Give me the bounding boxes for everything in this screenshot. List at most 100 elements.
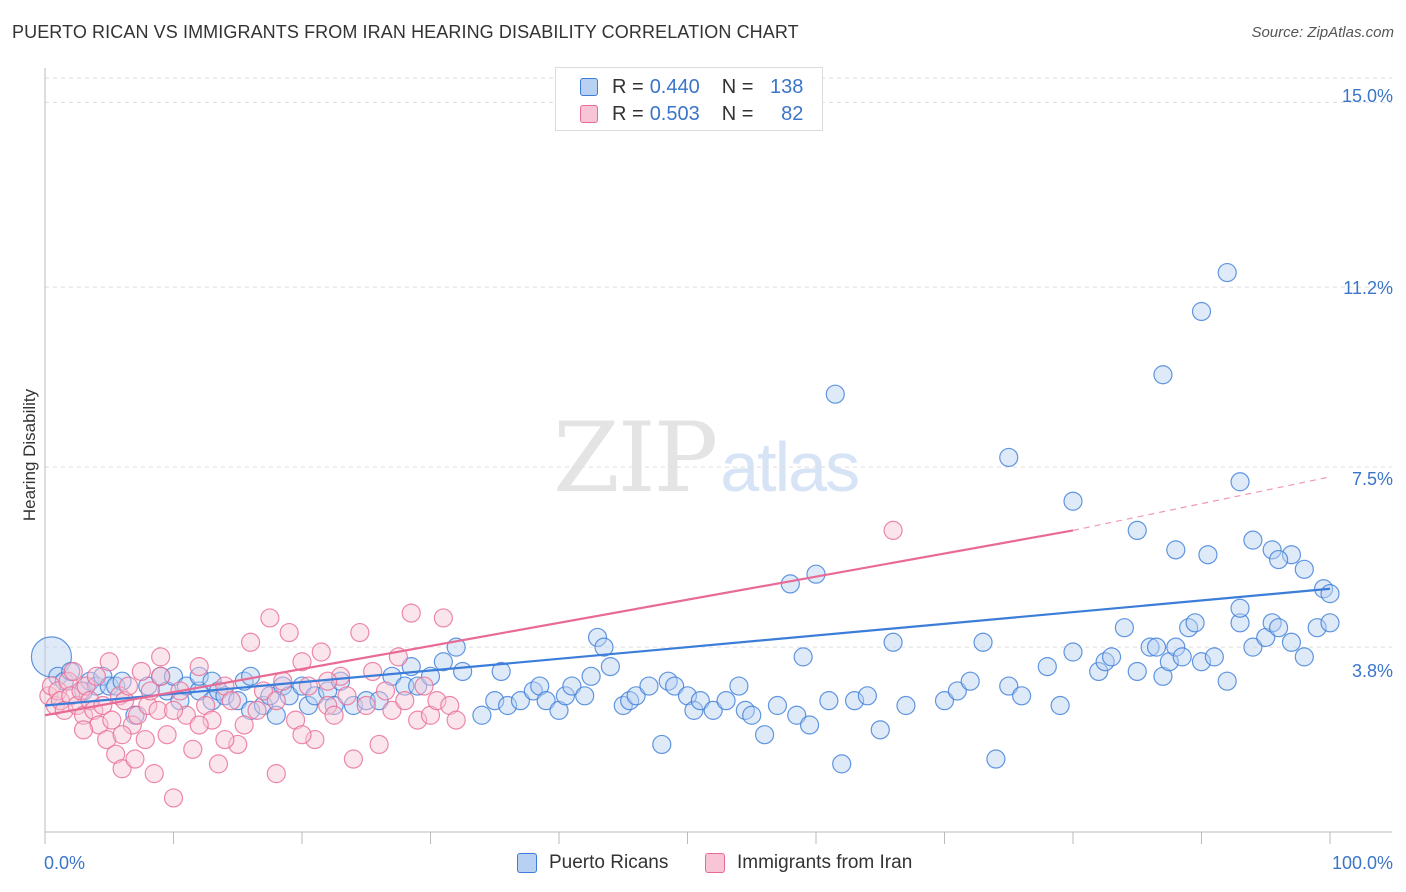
x-tick-label-min: 0.0% [44, 853, 86, 873]
data-point [498, 695, 518, 716]
data-point [318, 695, 338, 716]
data-point [690, 691, 710, 711]
data-point [102, 710, 122, 730]
data-point [221, 691, 241, 711]
stats-legend: R = 0.440 N = 138 R = 0.503 N = 82 [555, 67, 823, 131]
data-point [112, 759, 132, 779]
data-point [1191, 652, 1212, 672]
data-point [594, 637, 614, 657]
data-point [639, 676, 659, 696]
data-point [163, 788, 184, 808]
trend-line-puerto-ricans [44, 587, 1331, 707]
data-point [266, 705, 286, 725]
legend-n-value: 138 [770, 75, 804, 98]
data-point [266, 691, 286, 711]
data-point [1217, 671, 1237, 691]
data-point [575, 686, 595, 706]
data-point [581, 666, 601, 686]
data-point [934, 691, 955, 711]
data-point [324, 705, 344, 725]
data-point [1268, 618, 1289, 638]
data-point [382, 700, 402, 720]
data-point [157, 725, 177, 745]
data-point [1166, 540, 1186, 560]
data-point [215, 729, 235, 750]
data-point [324, 695, 344, 716]
data-point [144, 764, 164, 784]
data-point [279, 622, 299, 643]
data-point [1050, 695, 1070, 716]
data-point [1243, 637, 1263, 657]
data-point [1204, 647, 1224, 667]
data-point [363, 661, 383, 682]
legend-swatch-pink [580, 105, 598, 123]
data-point [485, 691, 505, 711]
data-point [151, 647, 171, 667]
data-point [1230, 598, 1250, 618]
data-point [1140, 637, 1160, 657]
data-point [151, 666, 171, 686]
legend-r-value: 0.440 [649, 75, 700, 98]
data-point [510, 691, 531, 711]
data-point [122, 715, 142, 735]
data-point [343, 749, 363, 769]
data-point [857, 686, 878, 706]
data-point [973, 632, 993, 652]
data-point [1281, 545, 1302, 565]
data-point [61, 686, 81, 706]
data-point [1243, 530, 1263, 550]
data-point [883, 520, 903, 541]
data-point [118, 676, 139, 696]
data-point [1063, 491, 1083, 511]
legend-n-label: N = [721, 102, 754, 125]
data-point [832, 754, 852, 774]
data-point [1089, 661, 1109, 682]
trend-lines [44, 476, 1331, 717]
data-point [555, 686, 576, 706]
legend-swatch-blue [580, 78, 598, 96]
data-point [97, 729, 117, 750]
data-point [1230, 472, 1250, 492]
data-point [536, 691, 556, 711]
data-point [337, 686, 357, 706]
data-point [131, 661, 151, 682]
data-point [1191, 301, 1212, 322]
source-label: Source: ZipAtlas.com [1251, 24, 1394, 41]
data-point [1127, 520, 1147, 541]
data-point [587, 627, 608, 648]
data-point [600, 657, 621, 677]
x-tick-label-max: 100.0% [1331, 853, 1393, 873]
data-point [99, 676, 119, 696]
data-point [1294, 647, 1314, 667]
data-point [408, 710, 428, 730]
data-point [1281, 632, 1302, 652]
chart-title: PUERTO RICAN VS IMMIGRANTS FROM IRAN HEA… [12, 22, 799, 42]
data-point [472, 705, 492, 725]
data-point [806, 564, 826, 584]
data-point [311, 642, 331, 662]
data-point [58, 671, 78, 691]
data-point [999, 676, 1019, 696]
data-point [754, 725, 775, 745]
data-point [787, 705, 807, 725]
data-point [273, 671, 293, 691]
data-point [453, 661, 473, 682]
data-point [793, 647, 813, 667]
legend-swatch-pink [705, 853, 725, 873]
data-point [1230, 613, 1250, 633]
watermark-zip: ZIP [553, 402, 718, 514]
data-point [1166, 637, 1186, 657]
data-point [433, 652, 453, 672]
bottom-legend-puerto-ricans: Puerto Ricans [517, 852, 668, 874]
data-point [1063, 642, 1083, 662]
trend-line-iran [44, 529, 1074, 717]
data-point [292, 725, 312, 745]
data-point [883, 632, 903, 652]
data-point [350, 622, 370, 643]
data-point [819, 691, 839, 711]
data-point [1262, 540, 1282, 560]
y-tick-label: 11.2% [1343, 278, 1393, 298]
data-point [369, 691, 389, 711]
data-point [1127, 661, 1147, 682]
